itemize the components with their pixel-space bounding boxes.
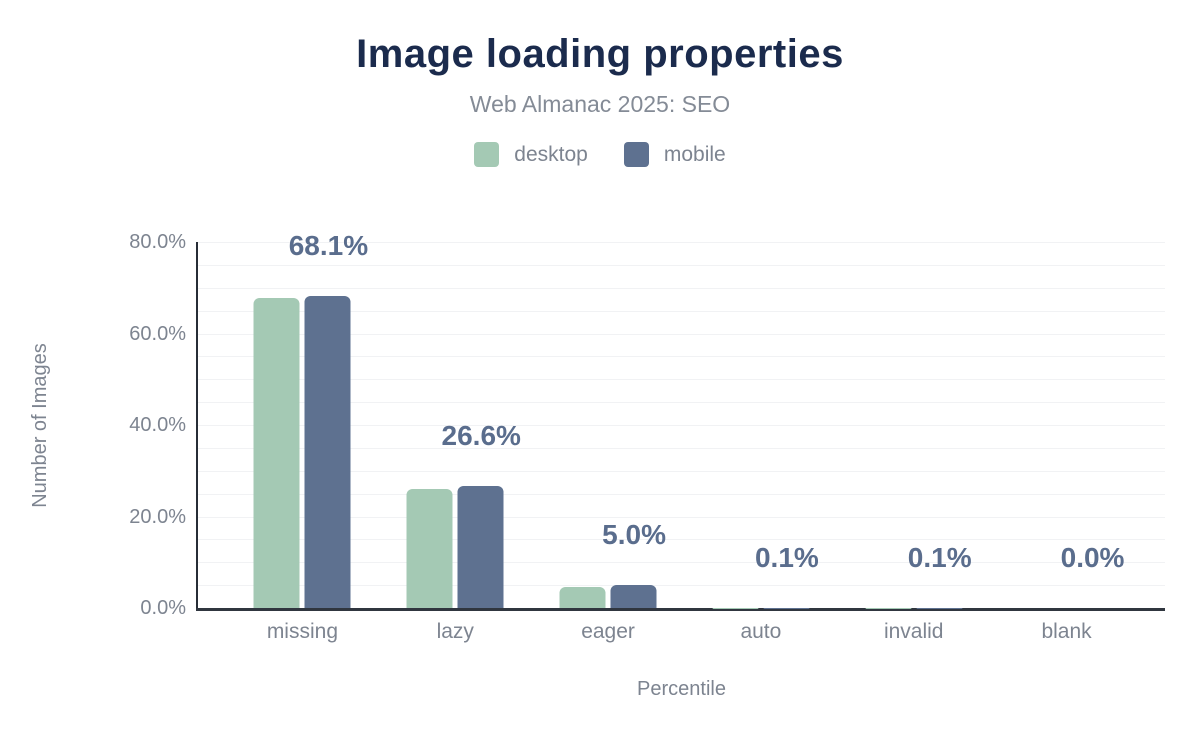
category-slot-missing: 68.1% missing <box>226 230 379 643</box>
legend-item-mobile: mobile <box>623 142 726 167</box>
x-axis-title: Percentile <box>637 678 726 700</box>
x-axis-label-invalid: invalid <box>883 620 944 643</box>
bar-pair-lazy <box>406 486 504 608</box>
gridline <box>198 585 1165 587</box>
data-label-eager: 5.0% <box>602 519 666 551</box>
x-axis-label-lazy: lazy <box>436 620 474 643</box>
bar-pair-eager <box>559 585 657 608</box>
bar-mobile-eager <box>610 585 657 608</box>
bar-desktop-eager <box>559 586 606 608</box>
gridline <box>198 470 1165 472</box>
legend-label-desktop: desktop <box>514 142 588 166</box>
data-label-blank: 0.0% <box>1060 542 1125 573</box>
chart-title: Image loading properties <box>356 32 844 76</box>
y-axis-tick-label: 20.0% <box>129 505 186 528</box>
x-axis-label-auto: auto <box>740 620 782 643</box>
legend-label-mobile: mobile <box>663 142 726 166</box>
category-slot-lazy: 26.6% lazy <box>379 242 532 643</box>
gridline <box>198 425 1165 426</box>
bar-groups: 68.1% missing 26.6% lazy 5.0% eager 0.1% auto 0.… <box>226 230 1143 643</box>
x-axis-label-eager: eager <box>581 620 635 643</box>
chart-subtitle: Web Almanac 2025: SEO <box>469 91 731 117</box>
y-axis-title-text: Number of Images <box>28 342 51 508</box>
x-axis-line <box>196 608 1165 611</box>
gridline <box>198 402 1165 404</box>
bar-desktop-lazy <box>406 489 453 608</box>
category-slot-eager: 5.0% eager <box>532 242 685 643</box>
gridline <box>198 539 1165 541</box>
gridline <box>198 264 1165 266</box>
gridline <box>198 287 1165 289</box>
legend-item-desktop: desktop <box>474 142 588 167</box>
bar-desktop-missing <box>253 298 300 608</box>
data-label-auto: 0.1% <box>754 541 819 573</box>
x-axis-label-missing: missing <box>266 620 338 643</box>
data-label-missing: 68.1% <box>288 230 369 262</box>
gridline <box>198 379 1165 381</box>
bar-mobile-lazy <box>457 486 504 608</box>
bar-mobile-missing <box>304 296 351 608</box>
gridline <box>198 333 1165 335</box>
category-slot-blank: 0.0% blank <box>990 242 1143 643</box>
y-axis-tick-label: 40.0% <box>129 414 186 436</box>
category-slot-auto: 0.1% auto <box>684 242 837 643</box>
y-axis-line <box>196 242 198 610</box>
gridline <box>198 447 1165 449</box>
gridline <box>198 562 1165 564</box>
category-slot-invalid: 0.1% invalid <box>837 242 990 643</box>
y-axis-tick-labels: 0.0% 20.0% 40.0% 60.0% 80.0% <box>0 231 186 619</box>
data-label-invalid: 0.1% <box>907 541 972 573</box>
gridline <box>198 493 1165 495</box>
y-axis-tick-label: 60.0% <box>129 322 186 345</box>
data-label-lazy: 26.6% <box>441 420 521 452</box>
legend: desktop mobile <box>0 142 1200 167</box>
gridline <box>198 356 1165 358</box>
bar-pair-missing <box>253 296 351 608</box>
gridline <box>198 516 1165 518</box>
y-axis-tick-label: 80.0% <box>129 231 186 253</box>
mobile-swatch-icon <box>623 142 649 167</box>
plot-area: 68.1% missing 26.6% lazy 5.0% eager 0.1% auto 0.… <box>196 230 1165 643</box>
desktop-swatch-icon <box>474 142 500 167</box>
y-axis-tick-label: 0.0% <box>140 597 186 619</box>
gridline <box>198 310 1165 312</box>
gridline <box>198 242 1165 243</box>
x-axis-label-blank: blank <box>1041 620 1092 643</box>
y-axis-title: Number of Images <box>10 242 70 608</box>
